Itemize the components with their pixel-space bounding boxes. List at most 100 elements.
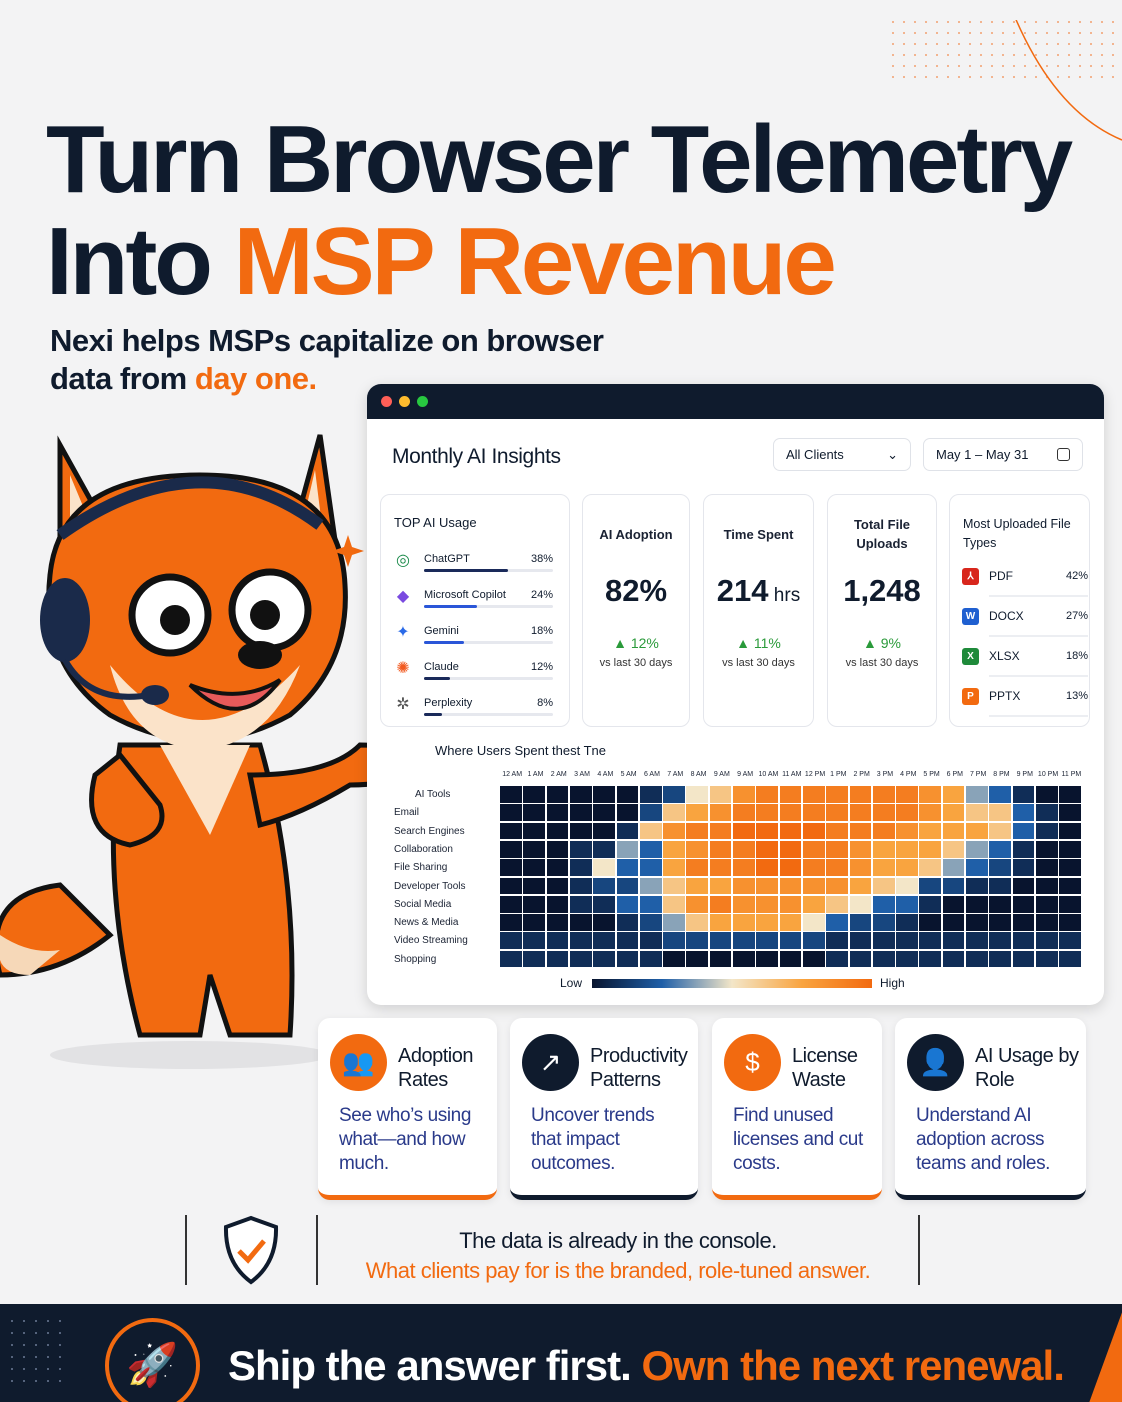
heatmap-column-label: 6 PM (946, 771, 964, 778)
stat-delta: ▲ 12% (613, 635, 659, 651)
heatmap-cell (1059, 822, 1081, 840)
ai-tool-percent: 18% (530, 625, 553, 637)
heatmap-cell (523, 932, 546, 950)
minimize-window-button[interactable] (399, 396, 410, 407)
feature-title: License Waste (792, 1045, 858, 1091)
heatmap-cell (919, 895, 942, 913)
subheadline-line1: Nexi helps MSPs capitalize on browser (50, 323, 604, 358)
heatmap-cell (826, 932, 848, 950)
window-titlebar (367, 384, 1104, 419)
divider (989, 675, 1088, 677)
heatmap-cell (872, 932, 895, 950)
heatmap-cell (733, 914, 755, 931)
heatmap-cell (966, 895, 988, 913)
heatmap-cell (942, 950, 965, 968)
heatmap-column-label: 10 PM (1037, 771, 1059, 778)
heatmap-cell (919, 950, 942, 968)
heatmap-cell (733, 804, 755, 822)
heatmap-cell (872, 786, 895, 803)
decorative-dots (890, 20, 1122, 141)
heatmap-cell (523, 786, 546, 803)
ai-tool-name: Perplexity (424, 697, 473, 709)
heatmap-cell (942, 859, 965, 876)
heatmap-cell (779, 877, 802, 895)
heatmap-cell (1012, 786, 1035, 803)
heatmap-cell (709, 950, 732, 968)
heatmap-cell (1035, 895, 1058, 913)
heatmap-cell (779, 950, 802, 968)
heatmap-cell (639, 804, 662, 822)
heatmap-cell (593, 840, 615, 858)
heatmap-cell (802, 804, 825, 822)
ai-usage-row: ◆ Microsoft Copilot 24% (393, 588, 553, 619)
heatmap-cell (919, 859, 942, 876)
people-icon: 👥 (330, 1034, 387, 1091)
heatmap-cell (826, 877, 848, 895)
heatmap-cell (966, 840, 988, 858)
heatmap-cell (1012, 950, 1035, 968)
maximize-window-button[interactable] (417, 396, 428, 407)
heatmap-cell (663, 932, 685, 950)
heatmap-cell (896, 932, 918, 950)
heatmap-cell (966, 950, 988, 968)
feature-card: 👥 Adoption Rates See who’s using what—an… (318, 1018, 497, 1200)
heatmap-cell (872, 950, 895, 968)
heatmap-cell (500, 877, 522, 895)
heatmap-cell (849, 786, 872, 803)
heatmap-column-label: 12 PM (804, 771, 826, 778)
heatmap-cell (919, 877, 942, 895)
heatmap-cell (872, 859, 895, 876)
heatmap-cell (686, 877, 709, 895)
message-line2: What clients pay for is the branded, rol… (365, 1258, 871, 1283)
chevron-down-icon: ⌄ (887, 446, 898, 462)
fox-mascot-illustration (0, 434, 419, 1069)
heatmap-column-label: 9 AM (737, 771, 754, 778)
heatmap-cell (779, 895, 802, 913)
heatmap-cell (593, 804, 615, 822)
heatmap-cell (756, 804, 779, 822)
ai-tool-percent: 12% (530, 661, 553, 673)
date-range-picker[interactable]: May 1 – May 31 (923, 438, 1083, 471)
heatmap-cell (802, 786, 825, 803)
heatmap-row-label: Developer Tools (394, 880, 466, 892)
heatmap-cell (756, 822, 779, 840)
usage-bar-fill (424, 641, 464, 644)
headline-line2: Into MSP Revenue (46, 214, 837, 310)
heatmap-cell (593, 914, 615, 931)
heatmap-cell (733, 895, 755, 913)
file-type-percent: 27% (1065, 610, 1088, 622)
heatmap-cell (896, 840, 918, 858)
heatmap-cell (686, 786, 709, 803)
ai-tool-percent: 8% (537, 697, 553, 709)
heatmap-cell (872, 895, 895, 913)
close-window-button[interactable] (381, 396, 392, 407)
heatmap-column-label: 11 AM (782, 771, 802, 778)
heatmap-cell (779, 914, 802, 931)
calendar-icon (1057, 448, 1070, 461)
heatmap-column-label: 9 AM (713, 771, 730, 778)
heatmap-cell (663, 786, 685, 803)
client-filter-dropdown[interactable]: All Clients ⌄ (773, 438, 911, 471)
file-type-percent: 18% (1065, 650, 1088, 662)
heatmap-row-label: File Sharing (394, 862, 448, 874)
heatmap-cell (872, 840, 895, 858)
stat-title: AI Adoption (599, 527, 673, 542)
heatmap-column-label: 12 AM (502, 771, 523, 778)
feature-card: 👤 AI Usage by Role Understand AI adoptio… (895, 1018, 1086, 1200)
heatmap-row-label: Shopping (394, 953, 437, 965)
heatmap-cell (989, 932, 1012, 950)
stat-comparison: vs last 30 days (845, 657, 919, 669)
file-types-card: Most Uploaded File Types ⅄ PDF 42% W DOC… (949, 494, 1090, 727)
heatmap-cell (756, 859, 779, 876)
heatmap-cell (966, 786, 988, 803)
heatmap-cell (802, 859, 825, 876)
heatmap-cell (989, 822, 1012, 840)
heatmap-cell (663, 914, 685, 931)
heatmap-column-label: 2 AM (550, 771, 567, 778)
heatmap-column-label: 5 AM (620, 771, 637, 778)
heatmap-cell (1059, 877, 1081, 895)
heatmap-cell (523, 950, 546, 968)
decorative-dots (10, 1319, 70, 1389)
heatmap-cell (616, 786, 639, 803)
feature-title: Productivity Patterns (590, 1045, 688, 1091)
